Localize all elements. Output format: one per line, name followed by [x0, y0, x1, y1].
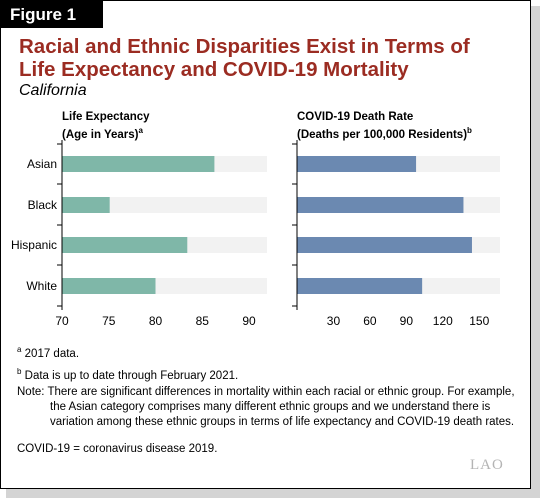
covid-bar-hispanic [297, 237, 472, 253]
footnote-b: b Data is up to date through February 20… [17, 367, 239, 382]
life-heading-line2: (Age in Years)a [62, 126, 143, 141]
figure-title: Racial and Ethnic Disparities Exist in T… [19, 35, 470, 81]
bar-charts: Asian Black Hispanic White 70 75 80 85 90 30 60 90 1… [11, 140, 500, 328]
covid-bar-asian [297, 156, 417, 172]
covid-heading-line1: COVID-19 Death Rate [297, 111, 414, 123]
covid-tick-label-30: 30 [327, 314, 341, 328]
category-label-asian: Asian [27, 157, 57, 171]
category-label-white: White [26, 279, 57, 293]
figure-label: Figure 1 [1, 1, 103, 28]
category-label-black: Black [28, 198, 58, 212]
footnote-a: a 2017 data. [17, 345, 80, 360]
life-tick-label-85: 85 [196, 314, 210, 328]
life-bar-hispanic [62, 237, 188, 253]
footnote-b-ref: b [467, 126, 472, 135]
frame-shadow-bottom [6, 489, 540, 498]
abbreviation-note: COVID-19 = coronavirus disease 2019. [17, 443, 218, 455]
footnote-a-ref: a [138, 126, 143, 135]
lao-logo: LAO [470, 457, 504, 473]
life-tick-label-70: 70 [55, 314, 69, 328]
life-heading-line1: Life Expectancy [62, 111, 150, 123]
life-tick-label-90: 90 [242, 314, 256, 328]
note-line-1: Note: There are significant differences … [17, 386, 515, 398]
covid-bar-white [297, 278, 423, 294]
note-line-3: variation among these ethnic groups in t… [50, 416, 515, 428]
covid-bar-black [297, 197, 464, 213]
category-label-hispanic: Hispanic [11, 238, 57, 252]
figure-subtitle: California [19, 82, 87, 99]
life-tick-label-75: 75 [102, 314, 116, 328]
life-track-black [62, 197, 267, 213]
covid-tick-label-90: 90 [400, 314, 414, 328]
life-bar-asian [62, 156, 215, 172]
covid-tick-label-150: 150 [469, 314, 489, 328]
frame-shadow-right [531, 6, 540, 498]
life-expectancy-heading: Life Expectancy (Age in Years)a [62, 110, 150, 142]
life-bar-black [62, 197, 110, 213]
covid-heading-line2: (Deaths per 100,000 Residents)b [297, 126, 472, 141]
covid-tick-label-60: 60 [363, 314, 377, 328]
life-bar-white [62, 278, 156, 294]
covid-tick-label-120: 120 [433, 314, 453, 328]
covid-death-rate-heading: COVID-19 Death Rate (Deaths per 100,000 … [297, 110, 472, 142]
note-line-2: the Asian category comprises many differ… [50, 401, 491, 413]
note: Note: There are significant differences … [17, 385, 517, 430]
life-tick-label-80: 80 [149, 314, 163, 328]
